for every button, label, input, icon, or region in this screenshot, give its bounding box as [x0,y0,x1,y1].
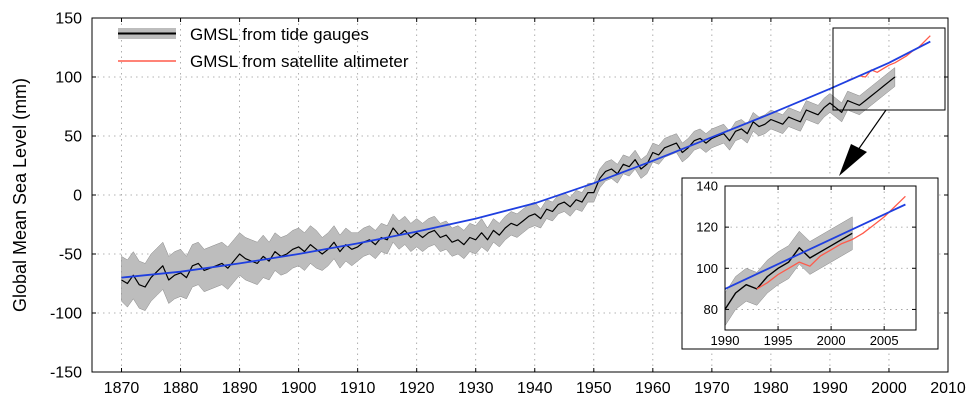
x-tick-label: 1900 [281,380,317,397]
fit-curve-line [724,203,906,290]
x-tick-label: 1880 [163,380,199,397]
x-tick-label: 2005 [870,333,899,348]
y-tick-label: 0 [73,188,82,205]
gmsl-from-satellite-altimeter-line [756,195,906,290]
x-tick-label: 2010 [930,380,966,397]
x-tick-label: 1950 [576,380,612,397]
y-axis-label: Global Mean Sea Level (mm) [10,78,30,312]
y-tick-label: 50 [64,129,82,146]
y-tick-label: -50 [59,247,82,264]
x-tick-label: 2000 [817,333,846,348]
main-x-ticks: 1870 1880 1890 1900 1910 1920 1930 1940 1950 1960… [104,18,966,397]
x-tick-label: 1980 [753,380,789,397]
legend: GMSL from tide gauges GMSL from satellit… [118,25,409,71]
legend-label-satellite: GMSL from satellite altimeter [190,52,409,71]
y-tick-label: 100 [55,70,82,87]
main-uncertainty-band [121,67,896,311]
gmsl-from-tide-gauges-line [724,232,853,310]
x-tick-label: 1870 [104,380,140,397]
main-y-ticks: 150 100 50 0 -50 -100 -150 [50,11,948,382]
y-tick-label: 120 [696,220,718,235]
main-series-lines [121,35,931,288]
y-tick-label: 80 [704,302,718,317]
legend-label-tide-gauges: GMSL from tide gauges [190,25,369,44]
zoom-region-box [832,27,946,111]
zoom-arrow-head [839,144,867,176]
x-tick-label: 1990 [812,380,848,397]
fit-curve-line [121,40,931,279]
x-tick-label: 1995 [764,333,793,348]
x-tick-label: 1920 [399,380,435,397]
gmsl-from-tide-gauges-band [121,67,896,311]
x-tick-label: 1930 [458,380,494,397]
x-tick-label: 1990 [711,333,740,348]
inset-y-ticks: 140 120 100 80 [696,179,916,317]
x-tick-label: 2000 [871,380,907,397]
y-tick-label: -100 [50,306,82,323]
y-tick-label: 100 [696,261,718,276]
x-tick-label: 1960 [635,380,671,397]
y-tick-label: 140 [696,179,718,194]
inset-series-lines [724,195,906,310]
zoom-arrow-shaft [857,109,887,151]
inset-plot-frame [724,185,917,331]
x-tick-label: 1910 [340,380,376,397]
y-tick-label: 150 [55,11,82,28]
inset-x-ticks: 1990 1995 2000 2005 [711,186,899,348]
y-tick-label: -150 [50,365,82,382]
x-tick-label: 1970 [694,380,730,397]
x-tick-label: 1940 [517,380,553,397]
gmsl-from-tide-gauges-line [121,76,896,288]
x-tick-label: 1890 [222,380,258,397]
